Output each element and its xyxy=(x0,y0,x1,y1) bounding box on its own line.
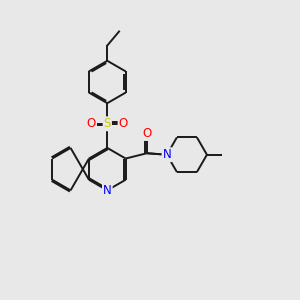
Text: O: O xyxy=(142,127,152,140)
Text: N: N xyxy=(103,184,112,197)
Text: O: O xyxy=(118,117,128,130)
Text: N: N xyxy=(163,148,171,161)
Text: O: O xyxy=(87,117,96,130)
Text: S: S xyxy=(103,117,111,130)
